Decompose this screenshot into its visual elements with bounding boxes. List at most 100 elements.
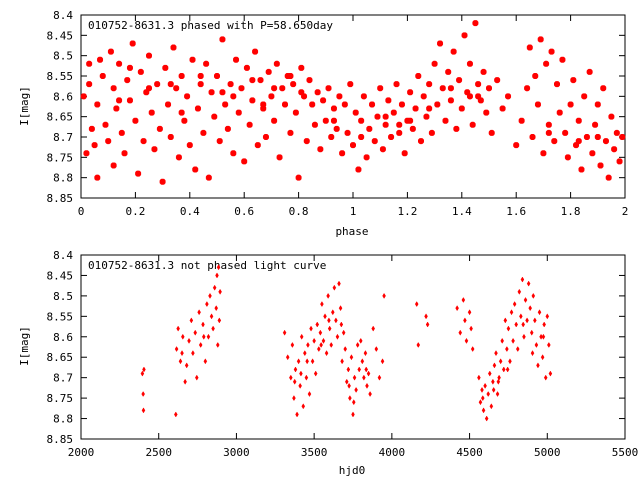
x-tick-label: 1.8 — [561, 205, 581, 218]
data-point — [530, 350, 535, 357]
data-point — [299, 370, 303, 377]
x-tick-label: 1 — [350, 205, 357, 218]
data-point — [132, 117, 139, 124]
data-point — [243, 64, 250, 71]
y-tick-label: 8.6 — [53, 90, 73, 103]
data-point — [478, 399, 483, 406]
data-point — [306, 341, 310, 348]
data-point — [238, 85, 245, 92]
data-point — [602, 138, 609, 145]
data-point — [368, 391, 372, 398]
data-point — [355, 166, 362, 173]
data-point — [513, 142, 520, 149]
data-point — [344, 378, 349, 385]
data-point — [396, 129, 403, 136]
data-point — [328, 134, 335, 140]
data-point — [358, 117, 365, 124]
data-point — [208, 292, 212, 299]
data-point — [295, 411, 299, 418]
data-point — [339, 150, 346, 157]
data-point — [183, 378, 187, 385]
x-tick-label: 4000 — [379, 446, 406, 459]
data-point — [494, 77, 501, 84]
x-tick-label: 0 — [78, 205, 85, 218]
data-point — [151, 146, 158, 153]
data-points — [80, 20, 626, 185]
data-point — [141, 391, 145, 398]
data-point — [184, 362, 189, 369]
data-point — [382, 113, 389, 120]
data-point — [191, 350, 195, 357]
data-point — [529, 329, 534, 336]
data-point — [475, 93, 482, 100]
data-point — [514, 321, 518, 328]
data-point — [285, 354, 290, 361]
data-point — [548, 370, 553, 377]
data-point — [505, 93, 512, 100]
data-point — [564, 154, 571, 161]
data-point — [323, 313, 327, 320]
data-point — [578, 166, 585, 173]
data-point — [224, 125, 231, 132]
x-axis-label: hjd0 — [339, 464, 366, 477]
data-point — [268, 93, 275, 100]
y-tick-label: 8.75 — [47, 151, 74, 164]
data-point — [252, 48, 259, 55]
plot-frame — [80, 254, 626, 440]
data-point — [358, 134, 365, 140]
data-point — [467, 309, 472, 316]
data-point — [105, 138, 112, 145]
data-point — [466, 60, 473, 67]
x-tick-label: 2000 — [68, 446, 95, 459]
data-point — [518, 117, 525, 124]
data-point — [477, 374, 481, 381]
data-point — [320, 301, 324, 308]
data-point — [317, 346, 321, 353]
data-point — [481, 407, 486, 414]
data-point — [312, 337, 316, 344]
data-point — [175, 154, 182, 161]
data-point — [613, 129, 620, 136]
data-point — [445, 68, 452, 75]
data-point — [142, 366, 146, 373]
data-point — [505, 366, 510, 373]
data-point — [214, 305, 219, 312]
data-point — [363, 350, 368, 357]
data-point — [292, 109, 299, 116]
data-point — [456, 77, 463, 84]
data-point — [424, 313, 428, 320]
data-point — [336, 93, 343, 100]
data-point — [292, 378, 297, 385]
data-point — [94, 101, 101, 108]
x-tick-label: 2500 — [145, 446, 172, 459]
data-point — [608, 113, 615, 120]
data-point — [121, 150, 128, 157]
data-point — [540, 354, 545, 361]
x-tick-label: 1.4 — [452, 205, 472, 218]
data-point — [289, 374, 293, 381]
data-point — [293, 366, 298, 373]
y-tick-label: 8.8 — [53, 413, 73, 426]
data-point — [347, 382, 351, 389]
data-point — [178, 358, 183, 365]
data-point — [146, 85, 152, 92]
data-point — [296, 358, 301, 365]
data-point — [334, 317, 338, 324]
data-point — [310, 358, 315, 365]
data-point — [176, 325, 180, 332]
data-point — [469, 121, 476, 128]
data-point — [592, 121, 599, 128]
data-point — [195, 374, 199, 381]
data-point — [470, 346, 475, 353]
data-point — [203, 358, 208, 365]
data-point — [537, 309, 542, 316]
y-tick-label: 8.65 — [47, 351, 74, 364]
data-point — [547, 341, 551, 348]
data-point — [428, 129, 435, 136]
data-point — [332, 284, 337, 291]
data-point — [287, 73, 294, 79]
data-point — [189, 317, 194, 324]
data-point — [322, 117, 329, 124]
data-point — [348, 395, 352, 402]
data-point — [304, 374, 309, 381]
